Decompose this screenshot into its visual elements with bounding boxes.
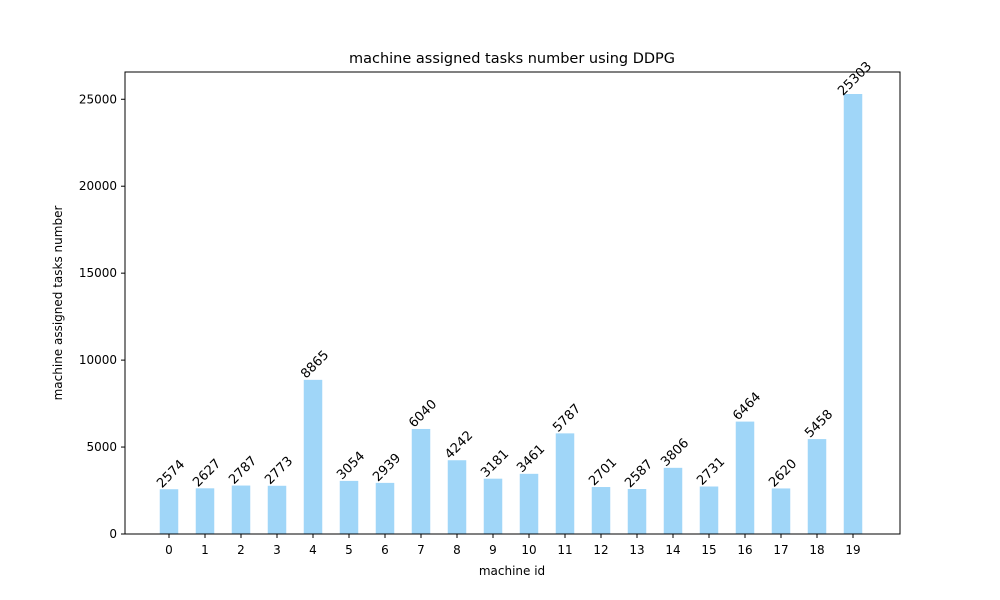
bar-8 [447,460,467,534]
bar-6 [375,482,395,534]
x-tick-label-10: 10 [521,543,536,557]
bar-0 [159,489,179,534]
y-tick-label-5000: 5000 [86,440,117,454]
data-label-15: 2731 [694,455,728,489]
y-tick-label-10000: 10000 [79,353,117,367]
bar-1 [195,488,215,534]
x-tick-label-8: 8 [453,543,461,557]
data-label-13: 2587 [622,457,656,491]
bar-17 [771,488,791,534]
x-tick-label-17: 17 [773,543,788,557]
y-axis-label: machine assigned tasks number [51,206,65,401]
bar-19 [843,94,863,534]
data-label-1: 2627 [190,456,224,490]
bar-13 [627,489,647,534]
data-label-7: 6040 [406,397,440,431]
bars-group [159,94,863,534]
x-tick-label-16: 16 [737,543,752,557]
bar-12 [591,487,611,534]
data-label-0: 2574 [154,457,188,491]
bar-18 [807,439,827,534]
x-axis-label: machine id [479,564,545,578]
chart-title: machine assigned tasks number using DDPG [349,51,675,67]
data-label-19: 25303 [835,59,875,99]
x-tick-label-4: 4 [309,543,317,557]
data-label-12: 2701 [586,455,620,489]
x-tick-label-11: 11 [557,543,572,557]
x-tick-label-6: 6 [381,543,389,557]
data-label-11: 5787 [550,401,584,435]
x-axis: 0 1 2 3 4 5 6 7 8 9 10 11 12 13 14 15 16 17 18 19 [165,534,861,557]
data-labels-group: 2574 2627 2787 2773 8865 3054 2939604042423181… [154,59,875,491]
bar-2 [231,485,251,534]
data-label-18: 5458 [802,407,836,441]
bar-3 [267,485,287,534]
bar-7 [411,428,431,534]
bar-4 [303,379,323,534]
data-label-3: 2773 [262,454,296,488]
data-label-5: 3054 [334,449,368,483]
plot-frame [124,71,901,535]
bar-9 [483,478,503,534]
x-tick-label-5: 5 [345,543,353,557]
data-label-16: 6464 [730,390,764,424]
x-tick-label-13: 13 [629,543,644,557]
x-tick-label-0: 0 [165,543,173,557]
data-label-6: 2939 [370,451,404,485]
x-tick-label-1: 1 [201,543,209,557]
x-tick-label-3: 3 [273,543,281,557]
data-label-2: 2787 [226,454,260,488]
y-axis: 0 5000 10000 15000 20000 25000 [79,92,125,541]
bar-15 [699,486,719,534]
bar-16 [735,421,755,534]
data-label-8: 4242 [442,428,476,462]
x-tick-label-19: 19 [845,543,860,557]
x-tick-label-18: 18 [809,543,824,557]
data-label-14: 3806 [658,436,692,470]
data-label-4: 8865 [298,348,332,382]
x-tick-label-12: 12 [593,543,608,557]
y-tick-label-15000: 15000 [79,266,117,280]
y-tick-label-20000: 20000 [79,179,117,193]
data-label-17: 2620 [766,456,800,490]
x-tick-label-9: 9 [489,543,497,557]
bar-10 [519,473,539,534]
y-tick-label-25000: 25000 [79,92,117,106]
data-label-9: 3181 [478,447,512,481]
x-tick-label-15: 15 [701,543,716,557]
x-tick-label-14: 14 [665,543,680,557]
x-tick-label-2: 2 [237,543,245,557]
bar-11 [555,433,575,534]
y-tick-label-0: 0 [109,527,117,541]
data-label-10: 3461 [514,442,548,476]
x-tick-label-7: 7 [417,543,425,557]
bar-5 [339,480,359,534]
bar-14 [663,467,683,534]
